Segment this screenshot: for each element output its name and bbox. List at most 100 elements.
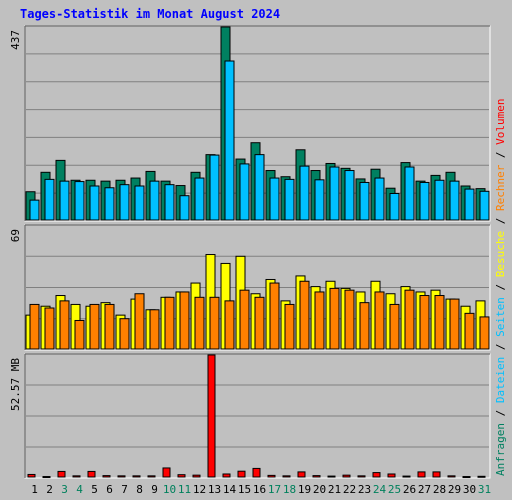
volume-bar-4 — [72, 475, 81, 478]
volume-bar-18 — [282, 475, 291, 478]
legend-entry-9: / — [494, 145, 507, 165]
x-tick-label-11: 11 — [178, 483, 191, 496]
files-bar-30 — [464, 188, 475, 221]
x-tick-label-2: 2 — [46, 483, 53, 496]
sites-bar-7 — [119, 318, 130, 350]
sites-bar-18 — [284, 303, 295, 350]
sites-bar-4 — [74, 319, 85, 350]
x-tick-label-6: 6 — [106, 483, 113, 496]
sites-bar-23 — [359, 302, 370, 350]
sites-bar-9 — [149, 309, 160, 350]
legend-entry-8: Rechner — [494, 164, 507, 211]
files-bar-28 — [434, 179, 445, 221]
sites-bar-2 — [44, 307, 55, 350]
x-tick-label-8: 8 — [136, 483, 143, 496]
files-bar-2 — [44, 178, 55, 221]
sites-bar-19 — [299, 280, 310, 350]
volume-bar-28 — [432, 471, 441, 478]
volume-bar-14 — [222, 473, 231, 478]
files-bar-3 — [59, 180, 70, 221]
sites-bar-24 — [374, 291, 385, 350]
files-bar-13 — [209, 154, 220, 221]
x-tick-label-12: 12 — [193, 483, 206, 496]
files-bar-31 — [479, 190, 490, 221]
files-bar-7 — [119, 184, 130, 221]
sites-bar-10 — [164, 296, 175, 350]
x-tick-label-10: 10 — [163, 483, 176, 496]
x-tick-label-22: 22 — [343, 483, 356, 496]
x-tick-label-30: 30 — [463, 483, 476, 496]
x-tick-label-27: 27 — [418, 483, 431, 496]
x-tick-label-26: 26 — [403, 483, 416, 496]
sites-bar-21 — [329, 287, 340, 350]
files-bar-22 — [344, 170, 355, 221]
files-bar-18 — [284, 178, 295, 221]
files-bar-15 — [239, 163, 250, 221]
files-bar-23 — [359, 181, 370, 221]
volume-bar-16 — [252, 467, 261, 478]
sites-bar-28 — [434, 295, 445, 350]
x-tick-label-19: 19 — [298, 483, 311, 496]
files-bar-25 — [389, 193, 400, 221]
volume-bar-31 — [477, 475, 486, 478]
legend-entry-7: / — [494, 211, 507, 231]
volume-bar-8 — [132, 475, 141, 478]
sites-bar-3 — [59, 300, 70, 350]
x-tick-label-31: 31 — [478, 483, 491, 496]
files-bar-27 — [419, 181, 430, 221]
y-max-label-0: 437 — [9, 30, 22, 50]
volume-bar-15 — [237, 470, 246, 478]
x-tick-label-3: 3 — [61, 483, 68, 496]
files-bar-29 — [449, 180, 460, 221]
volume-bar-29 — [447, 475, 456, 478]
sites-bar-20 — [314, 291, 325, 350]
x-tick-label-25: 25 — [388, 483, 401, 496]
sites-bar-31 — [479, 316, 490, 350]
x-tick-label-23: 23 — [358, 483, 371, 496]
x-tick-label-24: 24 — [373, 483, 387, 496]
sites-bar-5 — [89, 303, 100, 350]
sites-bar-11 — [179, 291, 190, 350]
x-tick-label-15: 15 — [238, 483, 251, 496]
sites-bar-14 — [224, 300, 235, 350]
x-tick-label-29: 29 — [448, 483, 461, 496]
volume-bar-1 — [27, 473, 36, 478]
x-tick-label-17: 17 — [268, 483, 281, 496]
x-tick-label-5: 5 — [91, 483, 98, 496]
volume-bar-10 — [162, 467, 171, 478]
y-max-label-2: 52.57 MB — [9, 358, 22, 411]
volume-bar-2 — [42, 476, 51, 479]
sites-bar-15 — [239, 289, 250, 350]
files-bar-10 — [164, 184, 175, 221]
sites-bar-6 — [104, 303, 115, 350]
legend-entry-6: Besuche — [494, 231, 507, 277]
sites-bar-8 — [134, 293, 145, 350]
volume-bar-11 — [177, 474, 186, 478]
chart-title: Tages-Statistik im Monat August 2024 — [20, 7, 281, 21]
legend-entry-3: / — [494, 337, 507, 357]
files-bar-24 — [374, 177, 385, 221]
sites-bar-12 — [194, 296, 205, 350]
x-tick-label-16: 16 — [253, 483, 266, 496]
sites-bar-25 — [389, 303, 400, 350]
files-bar-4 — [74, 181, 85, 221]
volume-bar-9 — [147, 475, 156, 478]
files-bar-16 — [254, 154, 265, 221]
volume-bar-30 — [462, 476, 471, 479]
files-bar-5 — [89, 185, 100, 221]
files-bar-1 — [29, 199, 40, 221]
volume-bar-26 — [402, 475, 411, 478]
files-bar-9 — [149, 180, 160, 221]
volume-bar-19 — [297, 471, 306, 478]
legend-entry-2: Dateien — [494, 357, 507, 403]
sites-bar-16 — [254, 296, 265, 350]
x-tick-label-13: 13 — [208, 483, 221, 496]
volume-bar-24 — [372, 472, 381, 478]
x-tick-label-21: 21 — [328, 483, 341, 496]
volume-bar-23 — [357, 475, 366, 478]
files-bar-20 — [314, 179, 325, 221]
files-bar-21 — [329, 166, 340, 221]
files-bar-8 — [134, 185, 145, 221]
legend-entry-0: Anfragen — [494, 423, 507, 476]
sites-bar-22 — [344, 289, 355, 350]
